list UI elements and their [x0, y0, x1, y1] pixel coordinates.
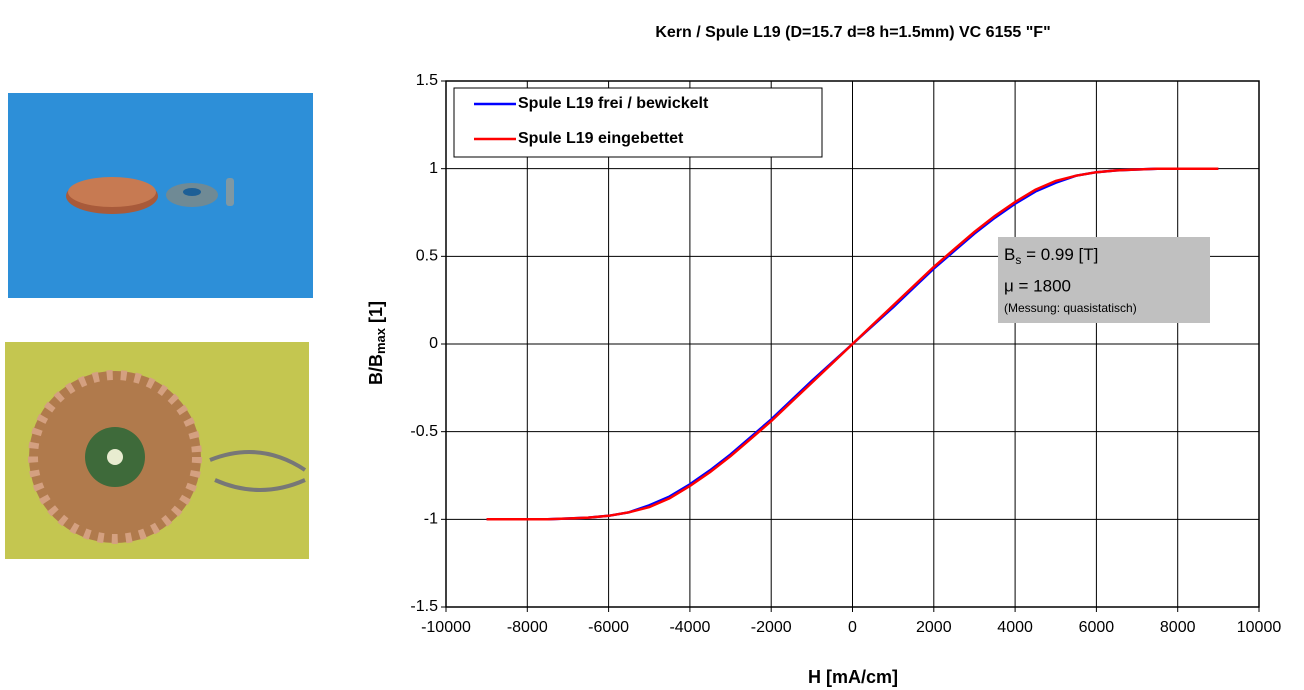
photo-top [8, 93, 313, 298]
annotation: μ = 1800 [1004, 276, 1071, 295]
chart-title: Kern / Spule L19 (D=15.7 d=8 h=1.5mm) VC… [655, 24, 1050, 41]
x-tick-label: -2000 [751, 619, 792, 636]
x-axis-label: H [mA/cm] [808, 667, 898, 687]
plot-border [445, 80, 1260, 608]
x-tick-label: -6000 [588, 619, 629, 636]
x-tick-label: 10000 [1237, 619, 1282, 636]
series-line [486, 167, 1219, 521]
y-tick-label: -1.5 [410, 598, 438, 615]
x-tick-label: -4000 [669, 619, 710, 636]
x-tick-label: -8000 [507, 619, 548, 636]
x-tick-label: -10000 [421, 619, 471, 636]
legend-box [453, 87, 823, 158]
x-tick-label: 4000 [997, 619, 1033, 636]
y-axis-label: B/Bmax [1] [366, 301, 389, 385]
x-tick-label: 0 [848, 619, 857, 636]
annotation-box [998, 237, 1210, 323]
annotation: Bs = 0.99 [T] [1004, 245, 1098, 267]
x-tick-label: 8000 [1160, 619, 1196, 636]
photo-bottom [5, 342, 309, 559]
legend-label: Spule L19 eingebettet [518, 130, 684, 147]
y-tick-label: 1 [429, 160, 438, 177]
y-tick-label: 0 [429, 335, 438, 352]
y-tick-label: 1.5 [416, 72, 438, 89]
y-tick-label: 0.5 [416, 248, 438, 265]
x-tick-label: 6000 [1079, 619, 1115, 636]
x-tick-label: 2000 [916, 619, 952, 636]
annotation: (Messung: quasistatisch) [1004, 301, 1137, 315]
y-tick-label: -1 [424, 511, 438, 528]
legend-label: Spule L19 frei / bewickelt [518, 95, 709, 112]
y-tick-label: -0.5 [410, 423, 438, 440]
